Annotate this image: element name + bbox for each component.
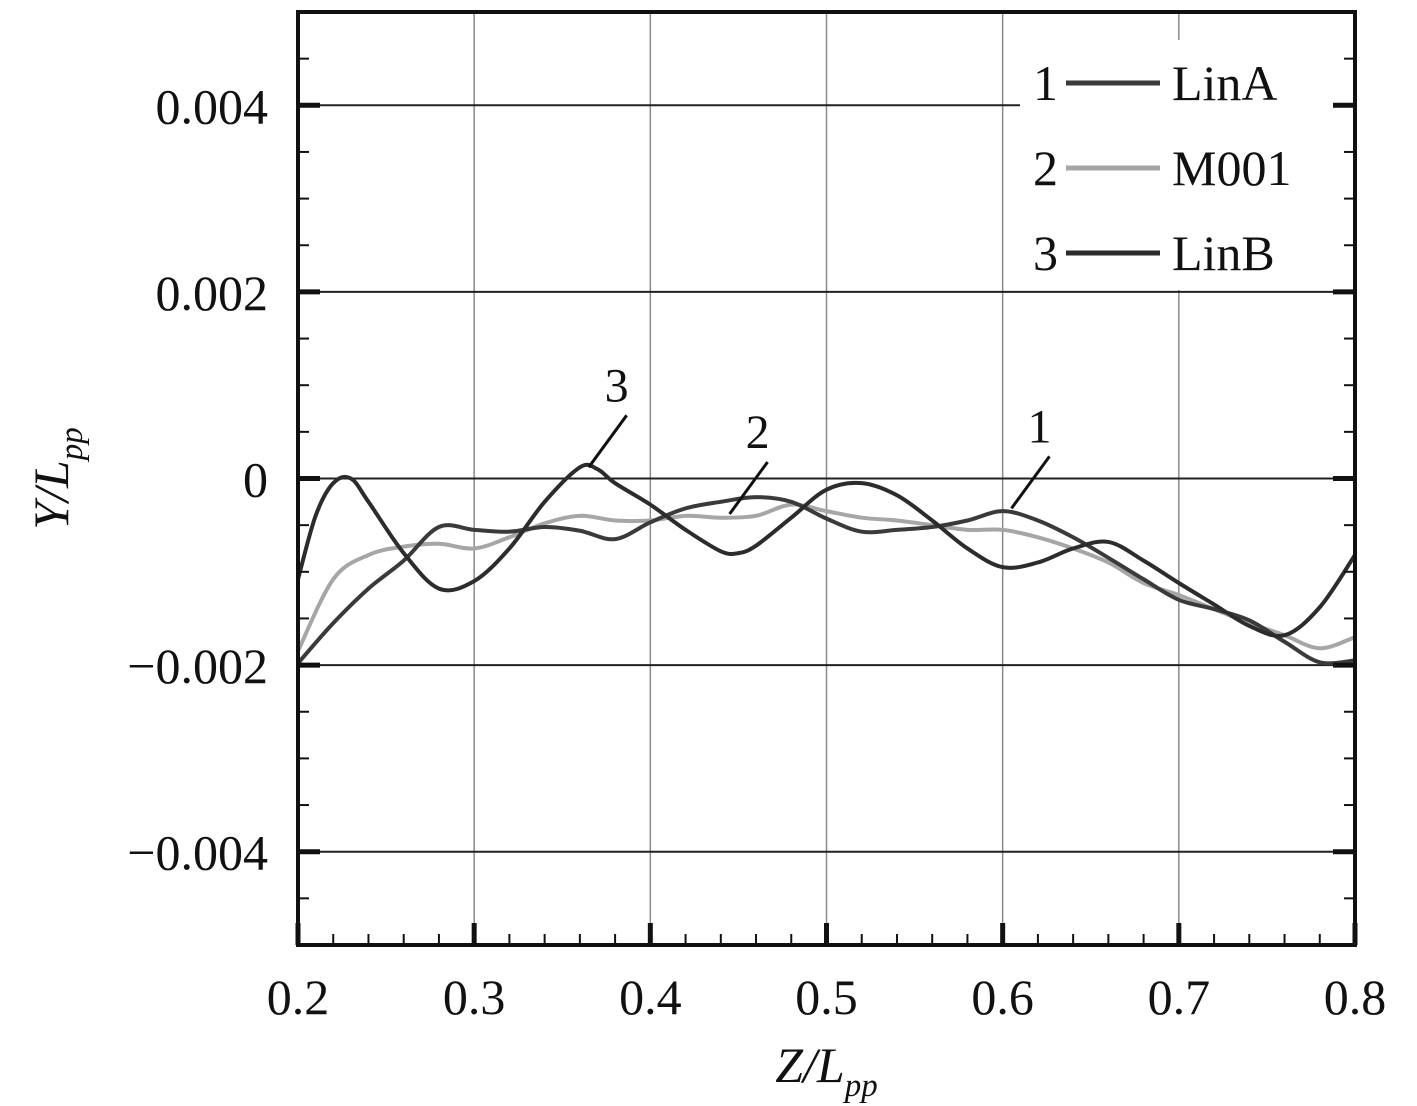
y-axis-title-sub: pp [54,427,90,462]
legend-label: LinA [1172,55,1278,111]
callouts: 3 2 1 [587,359,1051,515]
y-axis-title: Y/Lpp [23,427,90,530]
grid-lines [298,12,1355,945]
x-axis-title-main: Z/L [775,1037,845,1093]
y-tick-label: 0.004 [156,78,269,134]
legend-label: M001 [1172,140,1291,196]
y-axis-title-main: Y/L [23,460,79,530]
series-line-linb [298,462,1355,638]
x-tick-label: 0.6 [971,969,1034,1025]
y-tick-label: 0.002 [156,265,269,321]
y-tick-label: −0.002 [127,638,268,694]
tick-labels: 0.2 0.3 0.4 0.5 0.6 0.7 0.8 0.004 0.002 0 −0.002 −0… [127,78,1386,1025]
callout-leader-1 [1010,455,1051,510]
callout-label-3: 3 [605,359,629,412]
legend-label: LinB [1172,225,1275,281]
legend: 1 LinA 2 M001 3 LinB [1020,40,1350,290]
x-tick-label: 0.5 [795,969,858,1025]
axes [295,10,1358,947]
series-lines [298,462,1355,666]
x-tick-label: 0.2 [267,969,330,1025]
x-axis-title: Z/Lpp [775,1037,878,1104]
callout-leader-2 [728,461,769,515]
x-tick-label: 0.7 [1148,969,1211,1025]
callout-leader-3 [587,414,628,469]
x-tick-label: 0.8 [1324,969,1387,1025]
x-tick-label: 0.4 [619,969,682,1025]
callout-label-2: 2 [746,406,770,459]
series-line-m001 [298,502,1355,654]
callout-label-1: 1 [1027,400,1051,453]
legend-number: 1 [1033,55,1058,111]
series-line-lina [298,495,1355,666]
y-tick-label: −0.004 [127,825,268,881]
x-axis-title-sub: pp [843,1068,878,1104]
legend-number: 3 [1033,225,1058,281]
y-tick-label: 0 [243,452,268,508]
legend-number: 2 [1033,140,1058,196]
x-tick-label: 0.3 [443,969,506,1025]
